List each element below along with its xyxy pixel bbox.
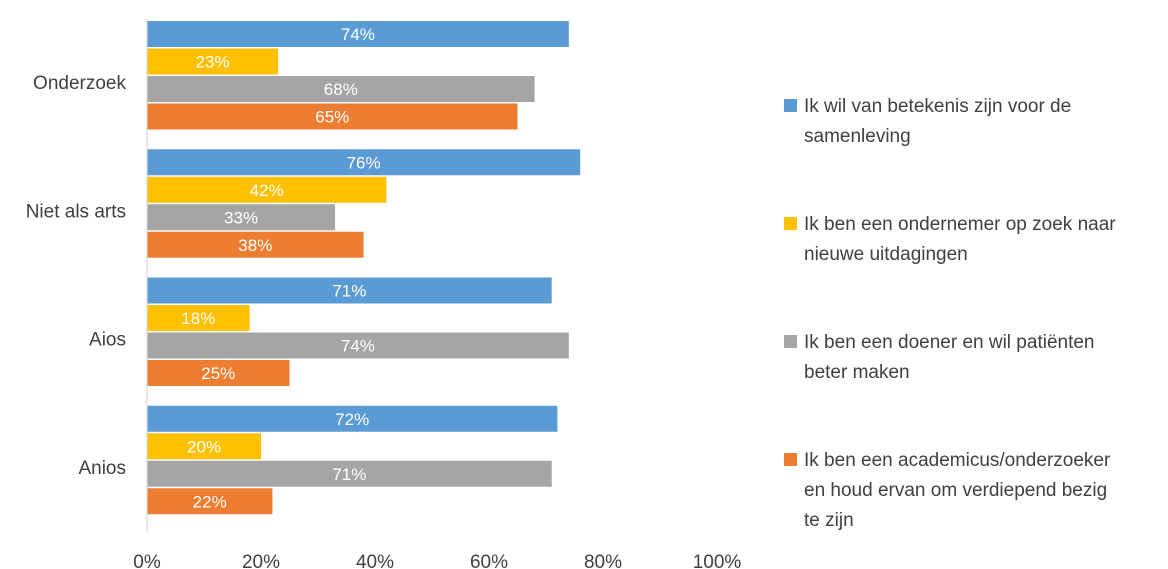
bar-value-label: 20% [187, 437, 221, 456]
category-label: Onderzoek [33, 73, 126, 94]
x-tick-label: 100% [693, 552, 742, 569]
bar-3-1 [147, 76, 535, 102]
bar-2-1 [147, 48, 279, 75]
bar-value-label: 42% [250, 181, 284, 200]
bar-value-label: 22% [193, 492, 227, 511]
category-labels-group: Onderzoek Niet als arts Aios Anios [26, 73, 127, 479]
x-tick-labels-group: 0% 20% 40% 60% 80% 100% [133, 552, 741, 569]
category-label: Aios [89, 330, 126, 351]
x-tick-label: 60% [470, 552, 508, 569]
bar-value-label: 65% [315, 108, 349, 127]
legend-label-line: Ik wil van betekenis zijn voor de [804, 96, 1071, 117]
bar-value-label: 74% [341, 337, 375, 356]
bar-1-2 [147, 149, 581, 176]
bar-value-label: 76% [347, 153, 381, 172]
bar-value-label: 74% [341, 25, 375, 44]
bar-4-2 [147, 231, 364, 258]
bar-3-4 [147, 460, 552, 487]
legend-label-line: samenleving [804, 126, 911, 147]
legend-item: Ik wil van betekenis zijn voor de samenle… [784, 96, 1071, 147]
legend-label-line: en houd ervan om verdiepend bezig [804, 480, 1107, 501]
legend-label-line: nieuwe uitdagingen [804, 244, 968, 265]
legend-swatch [784, 335, 797, 348]
legend-item: Ik ben een ondernemer op zoek naar nieuwe… [784, 214, 1116, 265]
legend-swatch [784, 453, 797, 466]
bar-3-2 [147, 204, 336, 231]
legend-label: Ik ben een doener en wil patiënten beter … [804, 332, 1095, 383]
bar-2-2 [147, 176, 387, 203]
legend-label-line: Ik ben een doener en wil patiënten [804, 332, 1095, 353]
bar-4-1 [147, 103, 518, 130]
bar-2-3 [147, 305, 250, 331]
legend-label: Ik ben een ondernemer op zoek naar nieuwe… [804, 214, 1116, 265]
bar-1-3 [147, 277, 552, 304]
legend-label: Ik ben een academicus/onderzoeker en houd… [804, 450, 1111, 531]
legend-item: Ik ben een academicus/onderzoeker en houd… [784, 450, 1111, 531]
legend-item: Ik ben een doener en wil patiënten beter … [784, 332, 1095, 383]
bar-3-3 [147, 332, 569, 359]
bar-1-1 [147, 21, 569, 47]
bar-4-4 [147, 488, 273, 515]
x-tick-label: 0% [133, 552, 161, 569]
bar-value-label: 71% [332, 465, 366, 484]
bar-value-label: 25% [201, 364, 235, 383]
legend-swatch [784, 99, 797, 112]
bar-value-label: 68% [324, 80, 358, 99]
category-label: Anios [78, 458, 126, 479]
x-tick-label: 80% [584, 552, 622, 569]
bar-labels-group: 74% 23% 68% 65% 76% 42% 33% 38% 71% 18% 74% 25% 72% 2… [181, 25, 380, 511]
legend-label: Ik wil van betekenis zijn voor de samenle… [804, 96, 1071, 147]
bar-value-label: 38% [238, 236, 272, 255]
legend-swatch [784, 217, 797, 230]
bar-4-3 [147, 360, 290, 386]
bar-value-label: 71% [332, 282, 366, 301]
x-tick-label: 40% [356, 552, 394, 569]
bar-2-4 [147, 433, 261, 460]
bar-value-label: 33% [224, 208, 258, 227]
legend: Ik wil van betekenis zijn voor de samenle… [784, 96, 1116, 531]
bar-value-label: 72% [335, 410, 369, 429]
legend-label-line: Ik ben een academicus/onderzoeker [804, 450, 1111, 471]
bar-1-4 [147, 405, 558, 432]
category-label: Niet als arts [26, 201, 126, 222]
bar-value-label: 23% [196, 53, 230, 72]
legend-label-line: te zijn [804, 510, 854, 531]
bar-value-label: 18% [181, 309, 215, 328]
legend-label-line: beter maken [804, 362, 910, 383]
legend-label-line: Ik ben een ondernemer op zoek naar [804, 214, 1116, 235]
x-tick-label: 20% [242, 552, 280, 569]
bars-group [147, 21, 581, 515]
